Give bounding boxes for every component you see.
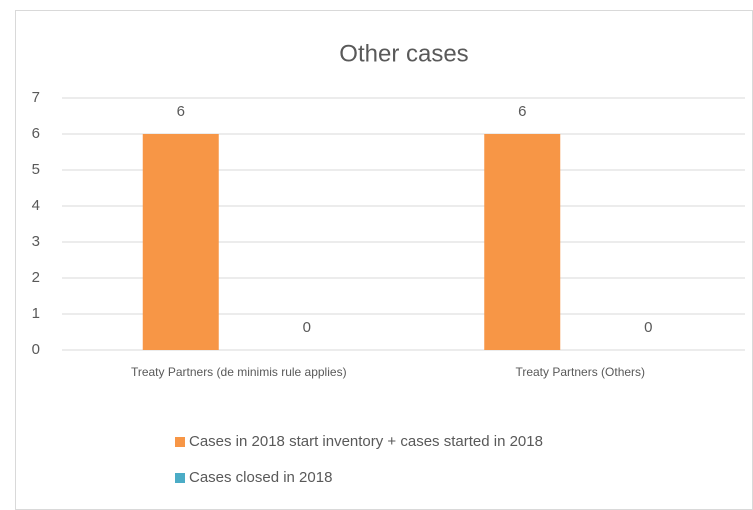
y-tick-label: 0 xyxy=(32,341,40,358)
y-tick-label: 2 xyxy=(32,269,40,286)
y-tick-label: 1 xyxy=(32,305,40,322)
y-tick-label: 3 xyxy=(32,233,40,250)
data-label: 6 xyxy=(518,103,526,120)
chart-border xyxy=(15,10,753,510)
data-label: 6 xyxy=(177,103,185,120)
bar xyxy=(484,134,561,350)
x-tick-label: Treaty Partners (de minimis rule applies… xyxy=(131,365,347,379)
data-label: 0 xyxy=(644,319,652,336)
y-tick-label: 7 xyxy=(32,89,40,106)
bar xyxy=(142,134,219,350)
y-tick-label: 4 xyxy=(32,197,40,214)
x-tick-label: Treaty Partners (Others) xyxy=(515,365,645,379)
legend-label: Cases closed in 2018 xyxy=(189,469,332,486)
legend-label: Cases in 2018 start inventory + cases st… xyxy=(189,433,543,450)
legend-swatch xyxy=(175,437,185,447)
legend-swatch xyxy=(175,473,185,483)
y-tick-label: 6 xyxy=(32,125,40,142)
chart-title: Other cases xyxy=(339,40,468,67)
data-label: 0 xyxy=(303,319,311,336)
y-tick-label: 5 xyxy=(32,161,40,178)
